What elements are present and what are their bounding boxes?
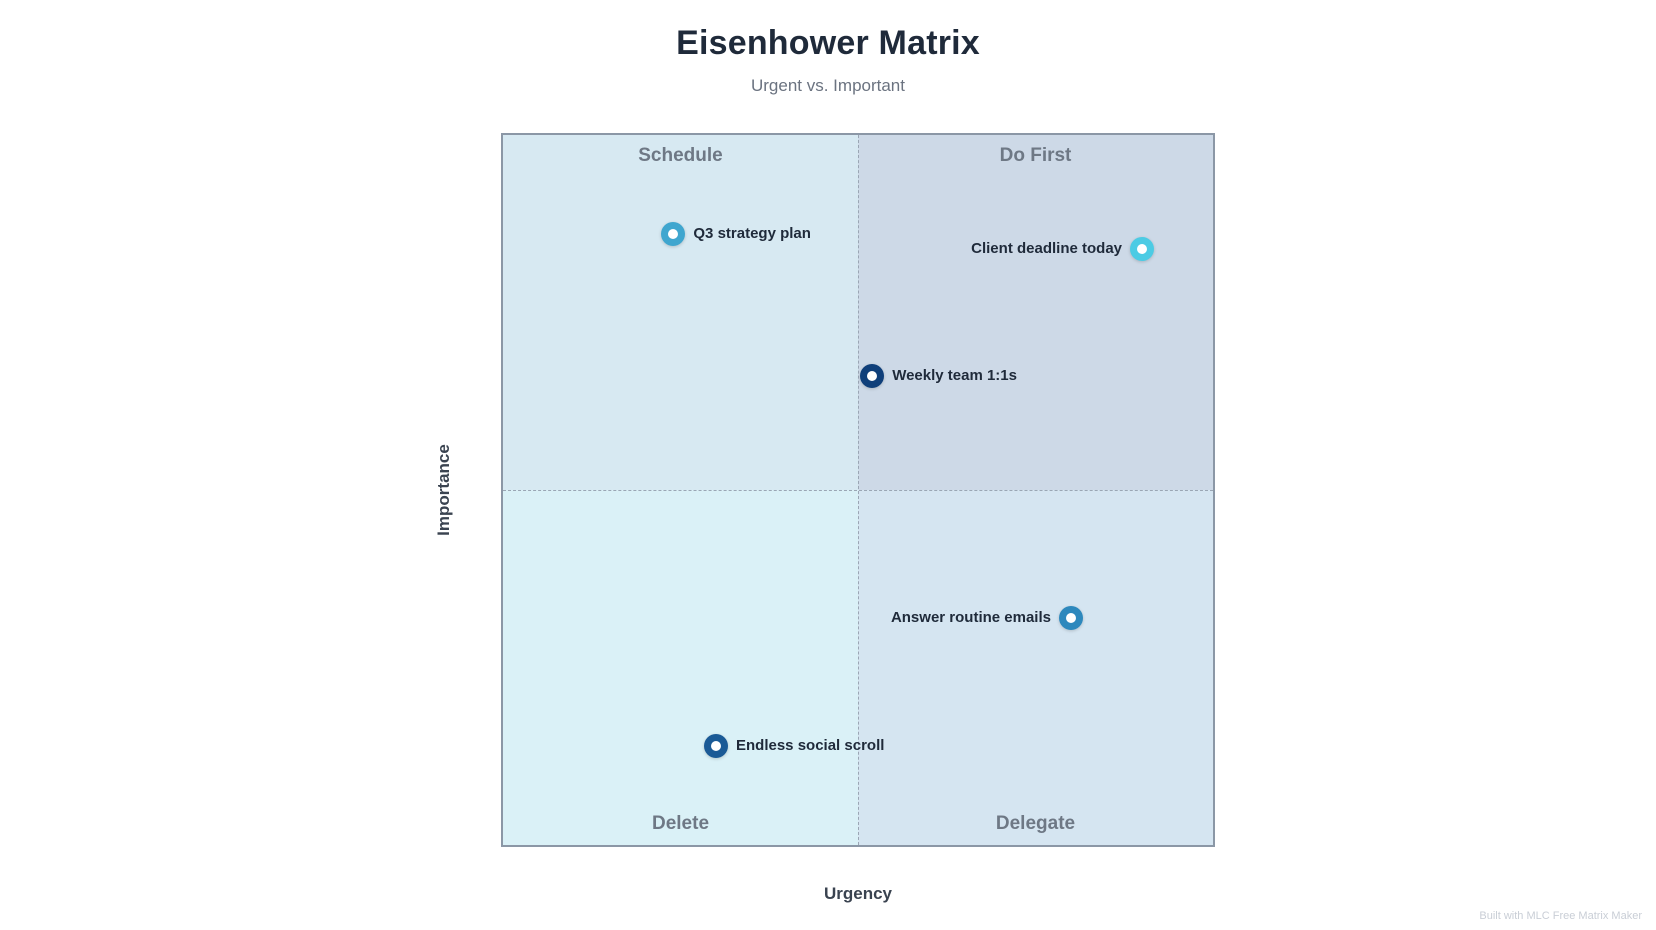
page-title: Eisenhower Matrix [676, 24, 980, 62]
quadrant-label-schedule: Schedule [638, 145, 723, 166]
quadrant-do-first [858, 135, 1213, 490]
quadrant-delete [503, 490, 858, 845]
item-label: Endless social scroll [736, 736, 885, 754]
x-axis-label: Urgency [823, 884, 893, 903]
item-marker[interactable] [860, 364, 885, 389]
item-marker[interactable] [1130, 236, 1154, 261]
quadrant-label-delete: Delete [651, 813, 710, 834]
horizontal-divider [503, 490, 1213, 491]
quadrant-label-do-first: Do First [999, 145, 1072, 166]
item-label: Client deadline today [971, 239, 1122, 257]
item-label: Weekly team 1:1s [892, 367, 1017, 385]
y-axis-label: Importance [434, 444, 453, 536]
item-marker[interactable] [1059, 605, 1083, 630]
item-marker[interactable] [661, 222, 686, 247]
footer-credit: Built with MLC Free Matrix Maker [1479, 910, 1642, 922]
item-label: Answer routine emails [890, 608, 1051, 626]
quadrant-delegate [858, 490, 1213, 845]
quadrant-label-delegate: Delegate [995, 813, 1076, 834]
eisenhower-matrix: Schedule Do First Delete Delegate Q3 str… [501, 133, 1215, 847]
item-label: Q3 strategy plan [693, 225, 811, 243]
item-marker[interactable] [704, 733, 728, 758]
page-subtitle: Urgent vs. Important [750, 76, 905, 95]
quadrant-schedule [503, 135, 858, 490]
